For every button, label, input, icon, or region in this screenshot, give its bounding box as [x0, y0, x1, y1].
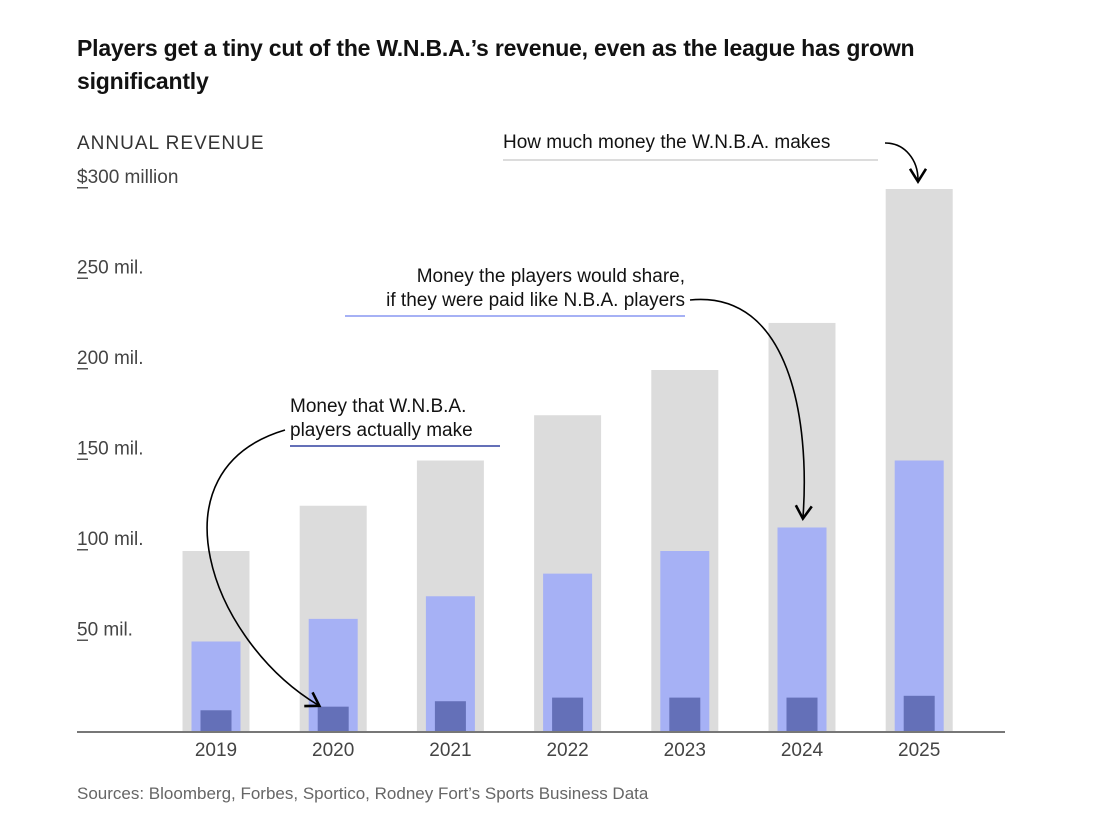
y-tick-label: 50 mil. [77, 620, 133, 641]
y-tick-underline [77, 549, 88, 551]
annotation-nba: Money the players would share, if they w… [345, 265, 685, 313]
annotation-actual: Money that W.N.B.A. players actually mak… [290, 395, 473, 443]
annotation-nba-line2: if they were paid like N.B.A. players [386, 290, 685, 311]
y-tick-label: $300 million [77, 167, 178, 188]
bar-actual-2020 [317, 706, 349, 732]
bar-actual-2019 [200, 710, 232, 732]
annotation-nba-line1: Money the players would share, [416, 266, 685, 287]
y-tick-underline [77, 187, 88, 189]
arrow-total-icon [884, 142, 928, 185]
source-note: Sources: Bloomberg, Forbes, Sportico, Ro… [77, 784, 649, 803]
y-tick-label: 150 mil. [77, 439, 144, 460]
annotation-total: How much money the W.N.B.A. makes [503, 132, 831, 153]
annotation-actual-underline [290, 445, 500, 447]
x-tick-label: 2023 [664, 740, 706, 761]
y-tick-underline [77, 277, 88, 279]
x-tick-label: 2021 [429, 740, 471, 761]
bar-actual-2021 [434, 701, 466, 732]
y-tick-label: 200 mil. [77, 348, 144, 369]
bar-actual-2022 [552, 697, 584, 732]
annotation-actual-line1: Money that W.N.B.A. [290, 396, 467, 417]
bar-nba-equivalent-2025 [894, 460, 944, 732]
arrow-nba-icon [689, 298, 813, 522]
y-tick-label: 250 mil. [77, 258, 144, 279]
x-tick-label: 2022 [546, 740, 588, 761]
x-tick-label: 2024 [781, 740, 824, 761]
y-tick-underline [77, 639, 88, 641]
bar-actual-2025 [903, 695, 935, 732]
y-tick-underline [77, 458, 88, 460]
x-tick-label: 2025 [898, 740, 940, 761]
y-tick-label: 100 mil. [77, 529, 144, 550]
bar-actual-2023 [669, 697, 701, 732]
annotation-nba-underline [345, 315, 685, 317]
bar-actual-2024 [786, 697, 818, 732]
annotation-actual-line2: players actually make [290, 420, 473, 441]
arrow-actual-icon [206, 429, 322, 708]
x-tick-label: 2019 [195, 740, 237, 761]
annotation-total-underline [503, 159, 878, 161]
y-tick-underline [77, 368, 88, 370]
x-tick-label: 2020 [312, 740, 354, 761]
y-axis-label: ANNUAL REVENUE [77, 133, 265, 154]
chart-title: Players get a tiny cut of the W.N.B.A.’s… [77, 35, 915, 94]
